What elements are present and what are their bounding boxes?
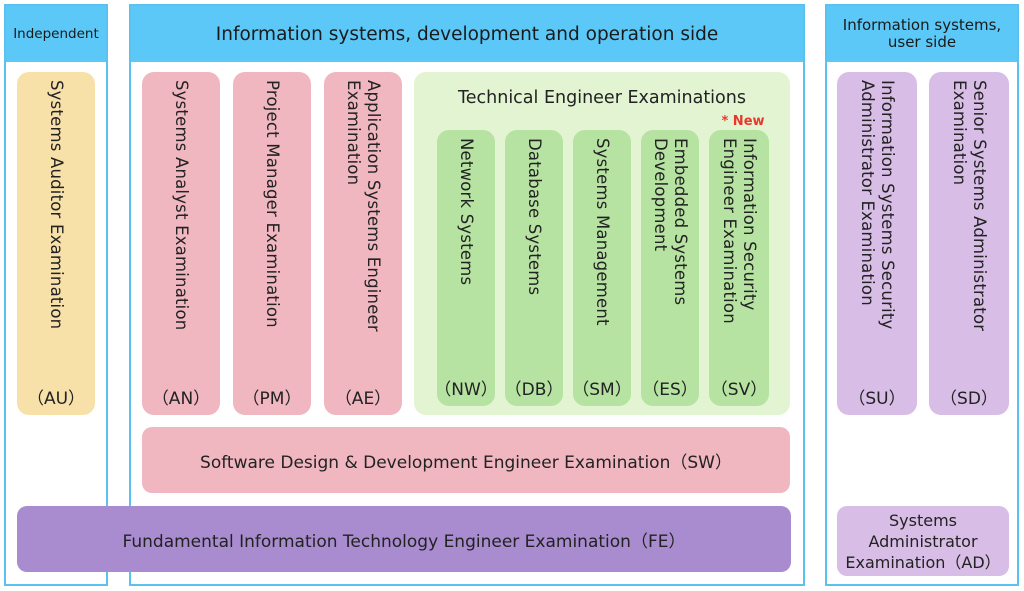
bar-software-design: Software Design & Development Engineer E… (142, 427, 790, 493)
card-application-systems-engineer: Application Systems Engineer Examination… (324, 72, 402, 415)
user-header: Information systems, user side (827, 6, 1017, 62)
card-application-systems-engineer-code: （AE） (334, 389, 392, 409)
card-information-security-engineer-name: Information Security Engineer Examinatio… (720, 138, 759, 324)
bar-software-design-text: Software Design & Development Engineer E… (200, 452, 732, 473)
card-embedded-systems-code: （ES） (642, 380, 698, 400)
card-network-systems: Network Systems （NW） (434, 130, 498, 406)
independent-header-text: Independent (13, 26, 99, 42)
card-systems-auditor: Systems Auditor Examination （AU） (17, 72, 95, 415)
card-systems-analyst: Systems Analyst Examination （AN） (142, 72, 220, 415)
card-project-manager-name: Project Manager Examination (263, 80, 282, 328)
card-database-systems-name: Database Systems (525, 138, 544, 296)
user-header-text: Information systems, user side (842, 16, 1002, 51)
new-label: * New (721, 114, 765, 129)
card-systems-management-code: （SM） (572, 380, 632, 400)
card-senior-systems-administrator-code: （SD） (940, 389, 998, 409)
card-systems-analyst-code: （AN） (151, 389, 211, 409)
card-network-systems-code: （NW） (434, 380, 498, 400)
card-systems-management-name: Systems Management (593, 138, 612, 326)
bar-fundamental-it: Fundamental Information Technology Engin… (17, 506, 791, 572)
technical-engineer-title: Technical Engineer Examinations (458, 88, 746, 108)
card-network-systems-name: Network Systems (457, 138, 476, 286)
dev-header-text: Information systems, development and ope… (215, 23, 719, 45)
card-embedded-systems: Embedded Systems Development （ES） (641, 130, 699, 406)
card-systems-management: Systems Management （SM） (572, 130, 632, 406)
bar-fundamental-it-text: Fundamental Information Technology Engin… (122, 531, 686, 552)
card-security-administrator-name: Information Systems Security Administrat… (858, 80, 897, 330)
card-systems-administrator: Systems Administrator Examination（AD） (837, 506, 1009, 576)
card-database-systems: Database Systems （DB） (505, 130, 563, 406)
card-application-systems-engineer-name: Application Systems Engineer Examination (344, 80, 383, 332)
card-information-security-engineer: Information Security Engineer Examinatio… (709, 130, 769, 406)
independent-header: Independent (6, 6, 106, 62)
card-database-systems-code: （DB） (504, 380, 564, 400)
card-information-security-engineer-code: （SV） (710, 380, 768, 400)
card-security-administrator-code: （SU） (848, 389, 906, 409)
card-systems-analyst-name: Systems Analyst Examination (172, 80, 191, 331)
card-security-administrator: Information Systems Security Administrat… (837, 72, 917, 415)
card-project-manager: Project Manager Examination （PM） (233, 72, 311, 415)
card-senior-systems-administrator-name: Senior Systems Administrator Examination (950, 80, 989, 332)
card-systems-administrator-text: Systems Administrator Examination（AD） (845, 510, 1001, 572)
card-embedded-systems-name: Embedded Systems Development (651, 138, 690, 306)
dev-header: Information systems, development and ope… (131, 6, 803, 62)
card-senior-systems-administrator: Senior Systems Administrator Examination… (929, 72, 1009, 415)
card-systems-auditor-code: （AU） (26, 389, 86, 409)
card-project-manager-code: （PM） (242, 389, 302, 409)
card-systems-auditor-name: Systems Auditor Examination (47, 80, 66, 330)
